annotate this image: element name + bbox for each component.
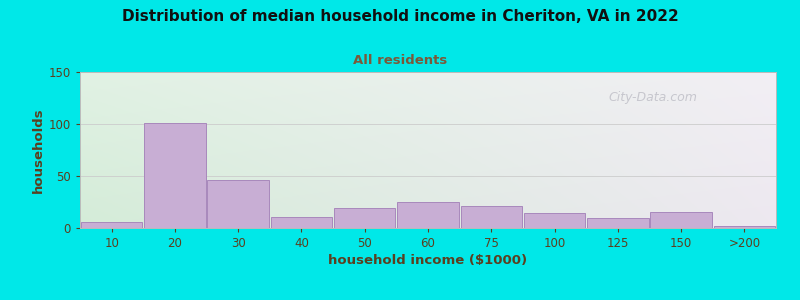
Bar (398, 202, 458, 228)
Text: All residents: All residents (353, 54, 447, 67)
Bar (587, 218, 649, 228)
Text: Distribution of median household income in Cheriton, VA in 2022: Distribution of median household income … (122, 9, 678, 24)
Bar (461, 206, 522, 228)
Text: City-Data.com: City-Data.com (609, 91, 698, 104)
Bar (270, 217, 332, 228)
Bar (650, 212, 712, 228)
Y-axis label: households: households (31, 107, 45, 193)
Bar (714, 226, 775, 228)
Bar (207, 180, 269, 228)
X-axis label: household income ($1000): household income ($1000) (329, 254, 527, 267)
Bar (144, 123, 206, 228)
Bar (81, 222, 142, 228)
Bar (334, 208, 395, 228)
Bar (524, 213, 586, 228)
